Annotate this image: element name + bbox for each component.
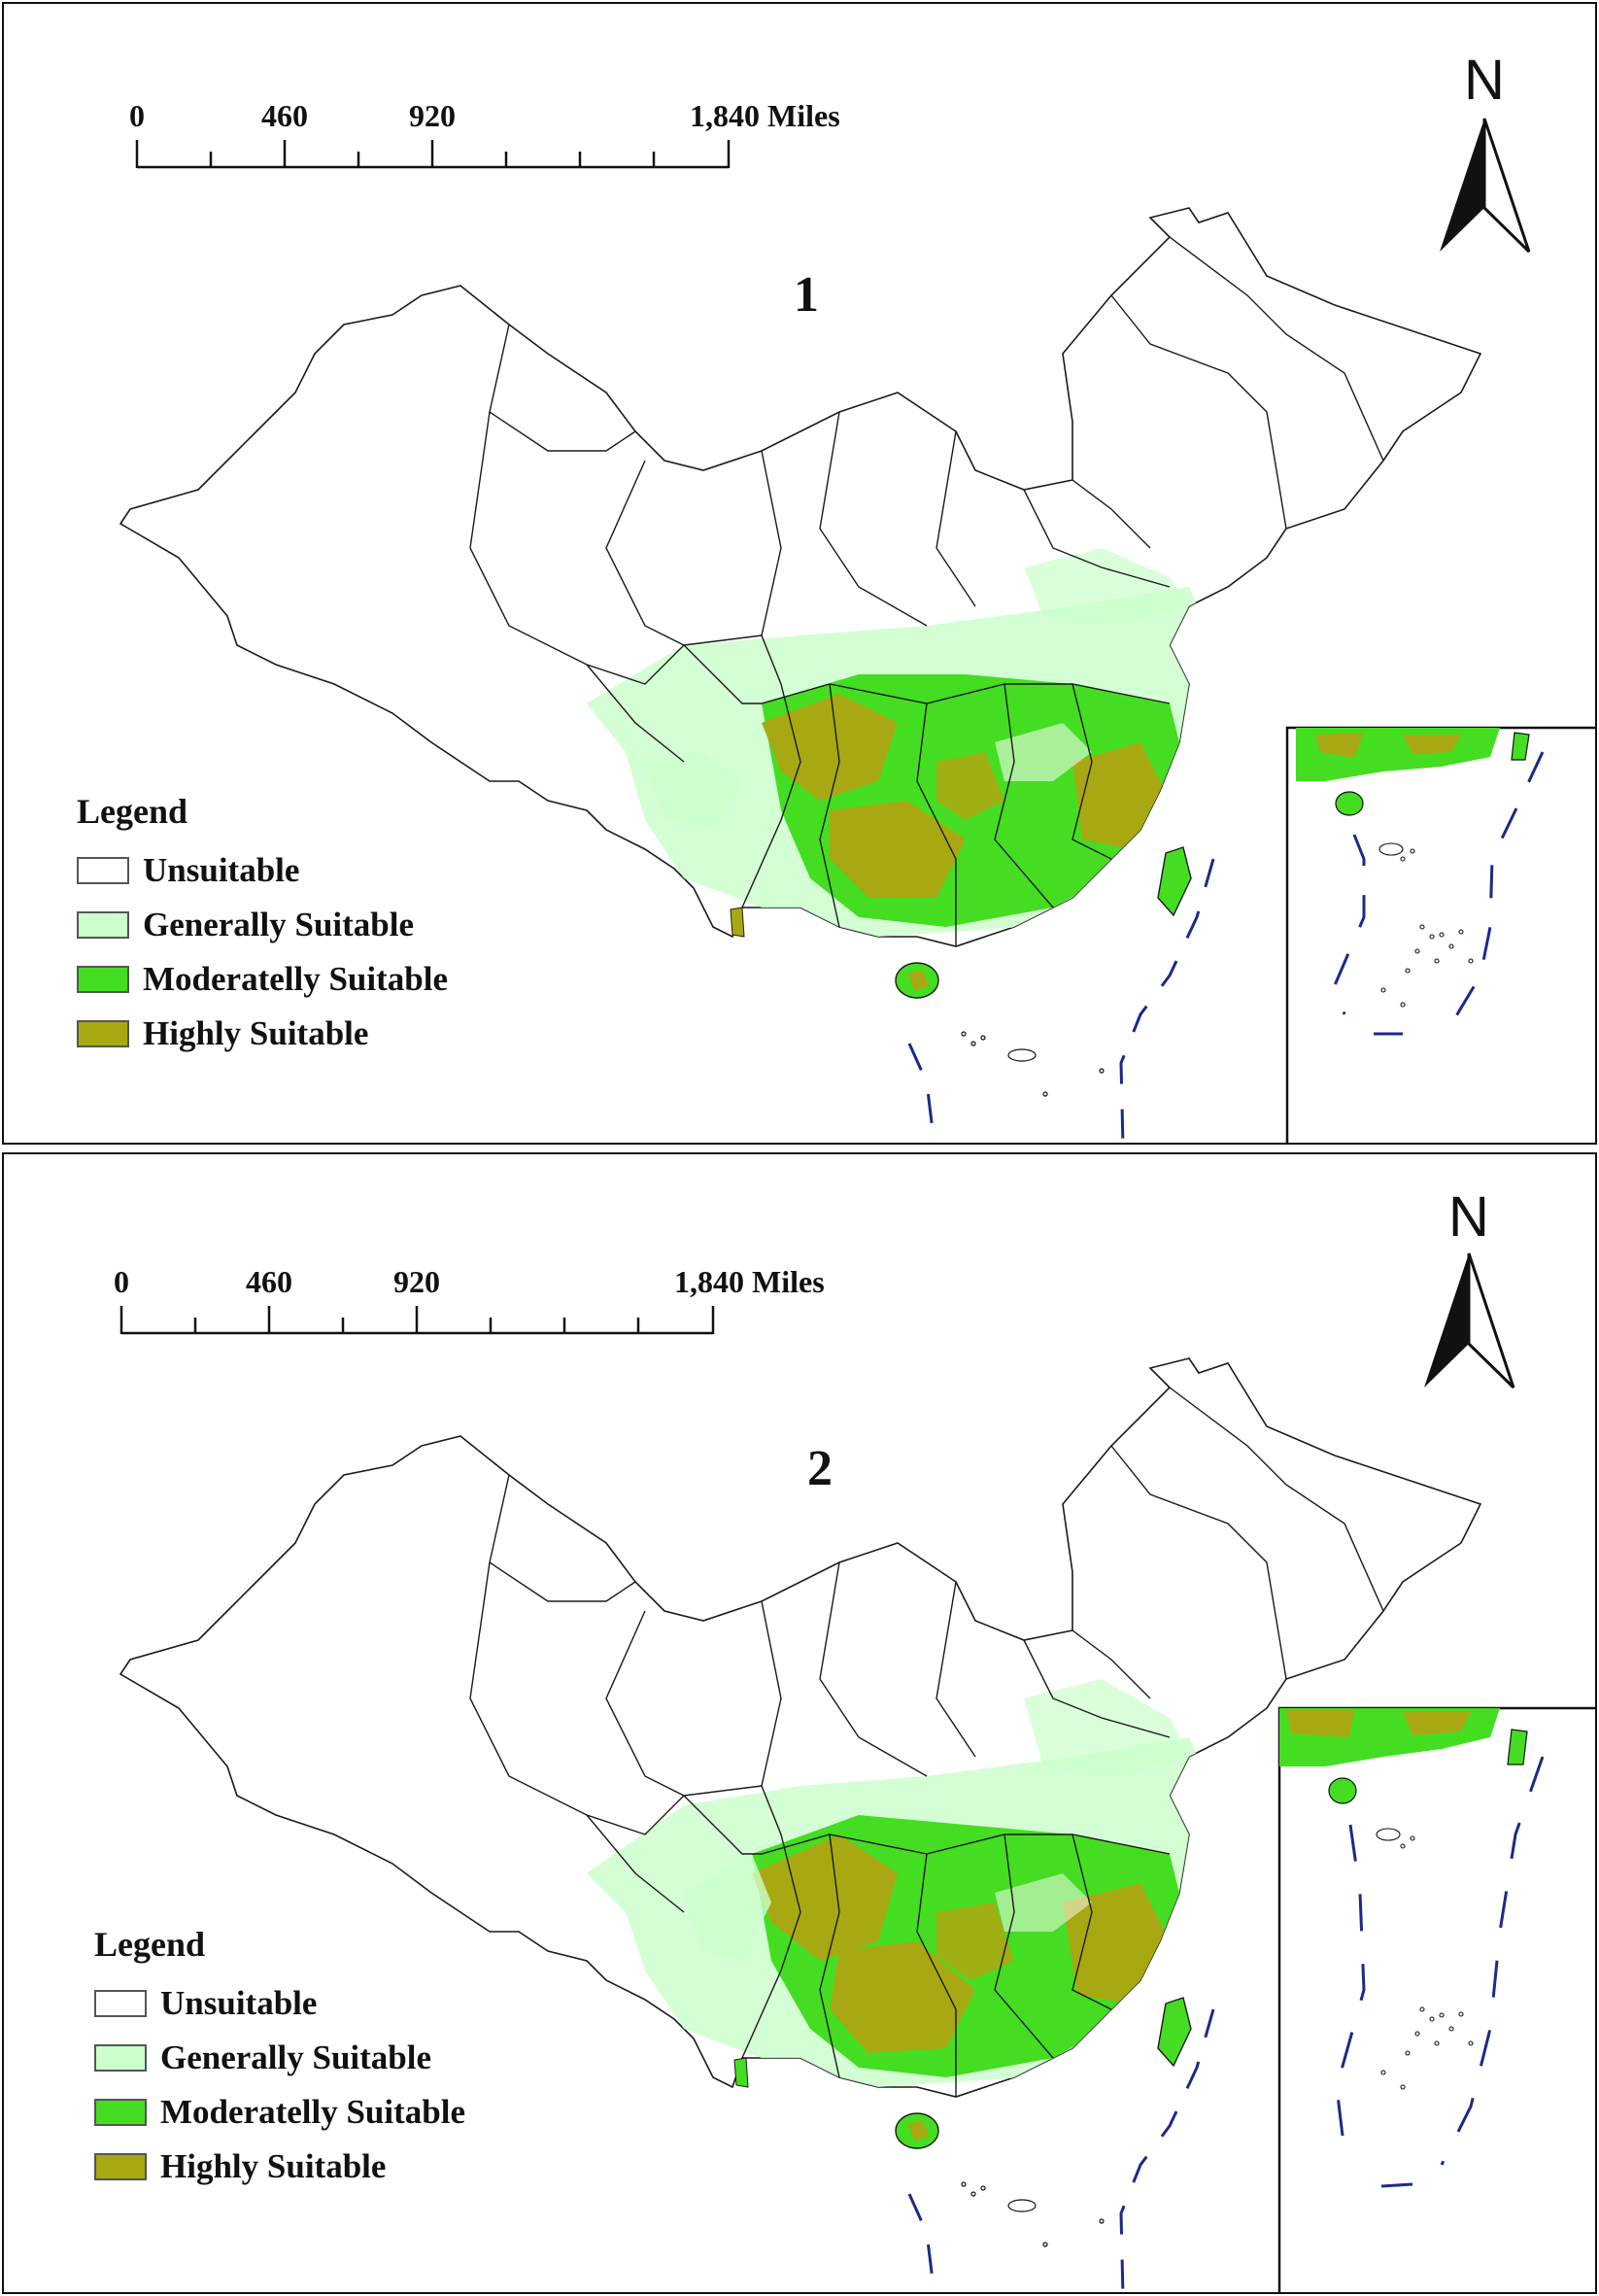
north-label: N xyxy=(1448,1185,1489,1249)
legend-label: Highly Suitable xyxy=(160,2147,387,2185)
legend-item-moderately-suitable: Moderatelly Suitable xyxy=(77,952,448,1007)
map-number-label: 1 xyxy=(794,267,819,323)
scale-tick-label: 460 xyxy=(246,1264,292,1299)
legend-swatch xyxy=(94,1990,147,2017)
maritime-boundary xyxy=(907,2008,1215,2292)
map-panel-2: 0 460 920 1,840 Miles N 2 xyxy=(2,1152,1597,2294)
province-boundaries xyxy=(469,236,1384,946)
scale-end-label: 1,840 Miles xyxy=(690,98,840,133)
legend-swatch xyxy=(94,2044,147,2072)
legend-item-unsuitable: Unsuitable xyxy=(94,1976,465,2031)
legend-swatch xyxy=(77,966,129,993)
scale-tick-label: 920 xyxy=(409,98,456,133)
scattered-islands xyxy=(961,1031,1105,1097)
scale-tick-label: 920 xyxy=(393,1264,440,1299)
legend-swatch xyxy=(77,857,129,884)
legend-label: Moderatelly Suitable xyxy=(160,2093,465,2131)
scale-bar: 0 460 920 1,840 Miles xyxy=(114,1264,825,1335)
province-boundaries xyxy=(469,1387,1384,2097)
suitability-layer xyxy=(587,548,1228,937)
scale-tick-label: 0 xyxy=(129,98,145,133)
legend-label: Highly Suitable xyxy=(143,1014,369,1052)
legend-label: Unsuitable xyxy=(160,1984,318,2022)
china-map xyxy=(119,1357,1482,2149)
legend-swatch xyxy=(77,911,129,939)
north-arrow-icon: N xyxy=(1440,49,1531,254)
suitability-layer xyxy=(587,1679,1228,2087)
legend-swatch xyxy=(94,2153,147,2180)
maritime-boundary xyxy=(907,858,1215,1143)
map-panel-1: 0 460 920 1,840 Miles N 1 xyxy=(2,2,1597,1145)
legend-item-highly-suitable: Highly Suitable xyxy=(94,2140,465,2194)
map-number-label: 2 xyxy=(807,1441,833,1496)
legend-swatch xyxy=(77,1020,129,1047)
scale-tick-label: 460 xyxy=(261,98,308,133)
legend-title: Legend xyxy=(77,792,188,831)
map-canvas-2: 0 460 920 1,840 Miles N 2 xyxy=(114,1185,1595,2292)
legend-item-unsuitable: Unsuitable xyxy=(77,843,448,898)
legend-title: Legend xyxy=(94,1925,206,1964)
legend-label: Unsuitable xyxy=(143,851,300,889)
north-label: N xyxy=(1464,49,1505,112)
scale-bar: 0 460 920 1,840 Miles xyxy=(129,98,840,169)
scale-end-label: 1,840 Miles xyxy=(674,1264,825,1299)
scattered-islands xyxy=(961,2181,1105,2247)
legend-item-highly-suitable: Highly Suitable xyxy=(77,1007,448,1061)
legend: Legend Unsuitable Generally Suitable Mod… xyxy=(94,1924,465,2194)
legend-item-generally-suitable: Generally Suitable xyxy=(94,2031,465,2085)
legend-label: Moderatelly Suitable xyxy=(143,960,448,998)
map-canvas-1: 0 460 920 1,840 Miles N 1 xyxy=(119,49,1595,1143)
north-arrow-icon: N xyxy=(1424,1185,1515,1389)
legend-swatch xyxy=(94,2099,147,2126)
legend-item-moderately-suitable: Moderatelly Suitable xyxy=(94,2085,465,2140)
legend: Legend Unsuitable Generally Suitable Mod… xyxy=(77,791,448,1061)
south-china-sea-inset xyxy=(1285,726,1595,1143)
china-map xyxy=(119,207,1482,999)
south-china-sea-inset xyxy=(1277,1706,1595,2292)
legend-label: Generally Suitable xyxy=(160,2039,432,2076)
scale-tick-label: 0 xyxy=(114,1264,129,1299)
legend-label: Generally Suitable xyxy=(143,906,415,943)
legend-item-generally-suitable: Generally Suitable xyxy=(77,898,448,952)
